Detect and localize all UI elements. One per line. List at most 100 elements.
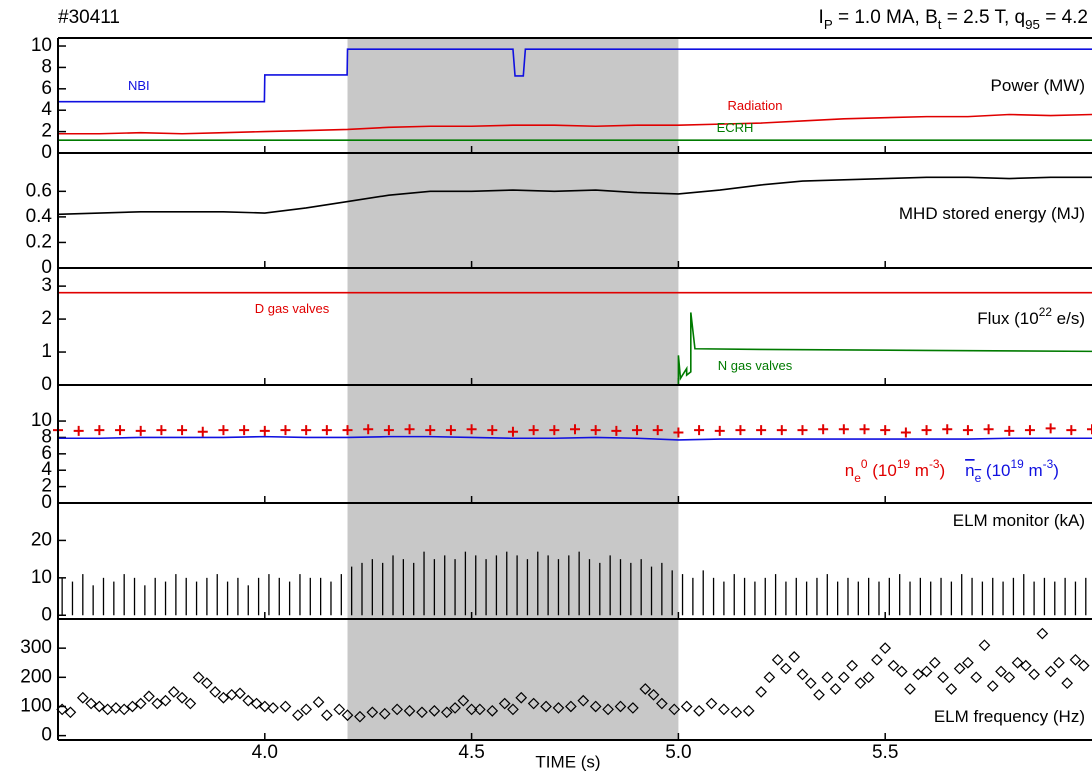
y-tick-label: 0: [41, 374, 52, 395]
diamond-marker: [465, 703, 478, 716]
diamond-marker: [507, 703, 519, 716]
diamond-marker: [143, 690, 155, 703]
text-part: Radiation: [728, 98, 783, 113]
y-tick-label: 1: [41, 341, 52, 362]
diamond-marker: [829, 683, 842, 695]
plus-marker: [962, 425, 973, 436]
plus-marker: [549, 425, 560, 436]
diamond-marker: [110, 702, 122, 714]
plus-marker: [321, 425, 332, 436]
diamond-marker: [1044, 665, 1057, 678]
plus-marker: [570, 424, 580, 435]
plus-marker: [942, 424, 953, 435]
y-tick-label: 4: [41, 99, 52, 120]
diamond-marker: [953, 662, 966, 675]
text-part: m: [1024, 461, 1043, 480]
diamond-marker: [391, 703, 404, 716]
panel-label: ELM monitor (kA): [953, 511, 1085, 530]
text-part: N gas valves: [718, 358, 793, 373]
plus-marker: [838, 424, 849, 435]
text-part: n: [965, 461, 974, 480]
plus-marker: [1024, 425, 1035, 436]
diamond-marker: [1019, 659, 1032, 672]
plus-marker: [466, 424, 477, 435]
diamond-marker: [217, 691, 230, 704]
diamond-marker: [416, 706, 428, 719]
diamond-marker: [118, 703, 131, 716]
diamond-marker: [813, 688, 825, 701]
text-part: e/s): [1052, 309, 1085, 328]
diamond-marker: [755, 686, 767, 698]
text-part: NBI: [128, 78, 150, 93]
text-part: ELM monitor (kA): [953, 511, 1085, 530]
y-tick-label: 20: [31, 529, 52, 550]
text-part: P: [824, 17, 833, 32]
y-tick-label: 8: [41, 426, 52, 447]
plus-marker: [177, 425, 188, 436]
x-tick-label: 4.0: [252, 742, 278, 763]
text-part: -3: [929, 457, 940, 471]
diamond-marker: [718, 703, 730, 716]
y-tick-label: 0: [41, 492, 52, 513]
y-tick-label: 300: [20, 637, 52, 658]
diamond-marker: [945, 683, 958, 695]
text-part: t: [938, 17, 942, 32]
diamond-marker: [498, 697, 511, 710]
diamond-marker: [904, 683, 916, 695]
text-part: n: [845, 461, 854, 480]
text-part: e: [854, 471, 861, 485]
diamond-marker: [378, 707, 391, 720]
plus-marker: [797, 425, 808, 436]
y-tick-label: 0.6: [26, 180, 52, 201]
plus-marker: [859, 424, 870, 435]
plus-marker: [694, 425, 705, 436]
diamond-marker: [403, 704, 416, 717]
diamond-marker: [457, 694, 470, 707]
y-tick-label: 4: [41, 459, 52, 480]
diamond-marker: [486, 704, 499, 717]
panel-label: Power (MW): [991, 76, 1085, 95]
diamond-marker: [1028, 668, 1040, 681]
plus-marker: [983, 424, 994, 435]
panel-label: Flux (1022 e/s): [977, 305, 1085, 328]
diamond-marker: [668, 703, 681, 716]
plus-marker: [900, 427, 911, 438]
y-tick-label: 0.2: [26, 231, 52, 252]
diamond-marker: [1077, 659, 1090, 672]
plus-marker: [735, 425, 746, 436]
diamond-marker: [577, 694, 590, 707]
diamond-marker: [64, 706, 77, 719]
diamond-marker: [680, 700, 693, 713]
diamond-marker: [76, 691, 89, 704]
diamond-marker: [962, 656, 974, 669]
plus-marker: [590, 425, 601, 436]
diamond-marker: [796, 668, 809, 681]
plus-marker: [239, 425, 250, 436]
panel-label: ELM frequency (Hz): [934, 707, 1085, 726]
diamond-marker: [627, 702, 639, 714]
diamond-marker: [428, 704, 441, 717]
text-part: = 4.2: [1040, 7, 1088, 28]
text-part: (10: [868, 461, 897, 480]
diamond-marker: [879, 642, 892, 655]
diamond-marker: [341, 709, 354, 722]
diamond-marker: [846, 659, 858, 672]
diamond-marker: [366, 706, 379, 719]
diamond-marker: [895, 665, 908, 678]
diamond-marker: [292, 709, 304, 722]
diamond-marker: [134, 697, 147, 710]
y-tick-label: 2: [41, 476, 52, 497]
y-tick-label: 6: [41, 78, 52, 99]
plus-marker: [156, 425, 167, 436]
y-tick-label: 8: [41, 56, 52, 77]
plus-marker: [921, 425, 932, 436]
diamond-marker: [771, 653, 784, 666]
y-tick-label: 10: [31, 410, 52, 431]
x-tick-label: 5.5: [872, 742, 898, 763]
diamond-marker: [804, 677, 817, 689]
diamond-marker: [920, 665, 933, 678]
plus-marker: [73, 425, 84, 436]
plus-marker: [94, 425, 105, 436]
panel-label: MHD stored energy (MJ): [899, 204, 1085, 223]
diamond-marker: [279, 700, 292, 713]
